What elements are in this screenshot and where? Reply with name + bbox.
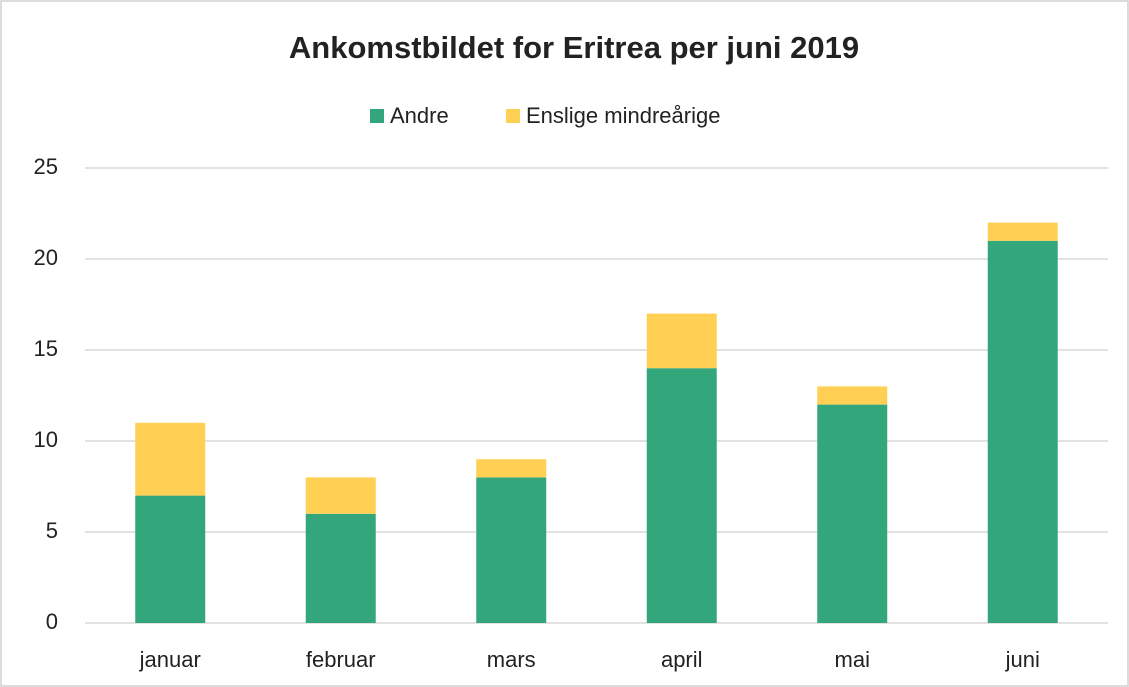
- chart-title: Ankomstbildet for Eritrea per juni 2019: [289, 30, 859, 65]
- y-tick-label: 20: [34, 245, 58, 270]
- bar-segment: [135, 422, 206, 496]
- x-tick-label: juni: [1005, 647, 1040, 672]
- x-tick-label: mai: [835, 647, 870, 672]
- bar-segment: [476, 477, 547, 623]
- legend-label: Andre: [390, 103, 449, 128]
- x-tick-label: april: [661, 647, 703, 672]
- legend-swatch: [506, 109, 520, 123]
- legend-swatch: [370, 109, 384, 123]
- bar-segment: [646, 368, 717, 623]
- x-tick-label: januar: [139, 647, 201, 672]
- x-tick-label: februar: [306, 647, 376, 672]
- legend-label: Enslige mindreårige: [526, 103, 720, 128]
- bar-segment: [987, 240, 1058, 624]
- y-tick-label: 10: [34, 427, 58, 452]
- bar-segment: [305, 477, 376, 514]
- bar-segment: [817, 404, 888, 623]
- y-tick-label: 25: [34, 154, 58, 179]
- bar-segment: [135, 495, 206, 623]
- x-tick-label: mars: [487, 647, 536, 672]
- bar-segment: [476, 459, 547, 478]
- bar-segment: [817, 386, 888, 405]
- bar-segment: [987, 222, 1058, 241]
- y-tick-label: 5: [46, 518, 58, 543]
- bar-segment: [305, 513, 376, 623]
- bar-segment: [646, 313, 717, 369]
- y-tick-label: 0: [46, 609, 58, 634]
- y-tick-label: 15: [34, 336, 58, 361]
